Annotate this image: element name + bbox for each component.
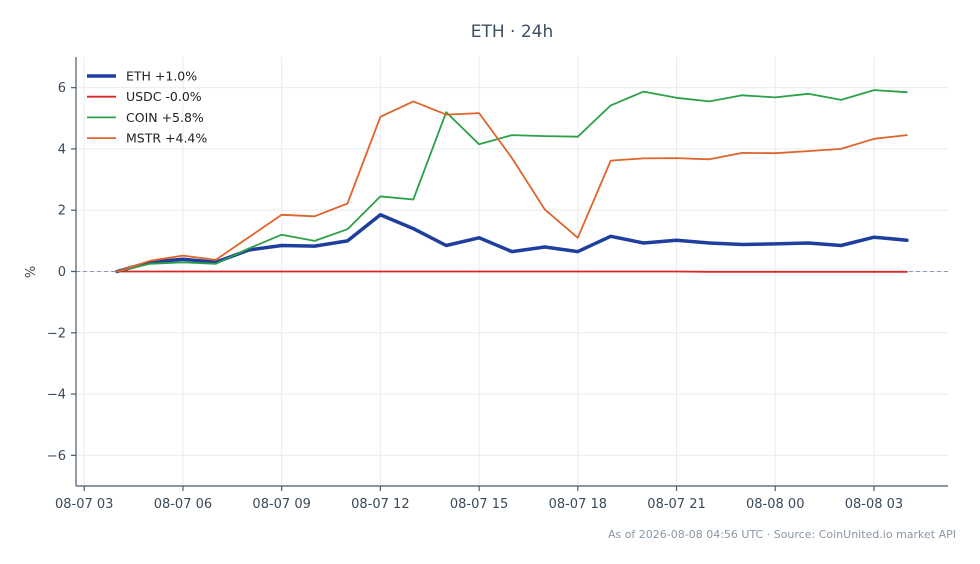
x-tick-label-1: 08-07 06 [154, 497, 212, 512]
x-tick-label-2: 08-07 09 [252, 497, 310, 512]
x-tick-label-7: 08-08 00 [746, 497, 804, 512]
x-tick-label-6: 08-07 21 [647, 497, 705, 512]
plot-area [115, 89, 909, 274]
chart-title: ETH · 24h [471, 22, 554, 42]
legend: ETH +1.0% USDC -0.0% COIN +5.8% MSTR +4.4% [87, 69, 207, 146]
source-footnote: As of 2026-08-08 04:56 UTC · Source: Coi… [608, 528, 956, 541]
y-tick-label-0: −6 [47, 449, 66, 464]
legend-label-3: MSTR +4.4% [126, 131, 207, 146]
x-tick-label-3: 08-07 12 [351, 497, 409, 512]
x-axis-ticks: 08-07 03 08-07 06 08-07 09 08-07 12 08-07 15… [55, 486, 903, 512]
series-line-0 [115, 213, 909, 274]
x-tick-label-0: 08-07 03 [55, 497, 113, 512]
x-tick-label-4: 08-07 15 [450, 497, 508, 512]
y-axis-ticks: −6 −4 −2 0 2 4 6 [47, 81, 76, 464]
y-tick-label-5: 4 [58, 142, 66, 157]
x-tick-label-8: 08-08 03 [845, 497, 903, 512]
y-tick-label-6: 6 [58, 81, 66, 96]
series-line-3 [116, 100, 908, 273]
legend-label-1: USDC -0.0% [126, 89, 202, 104]
y-tick-label-2: −2 [47, 326, 66, 341]
y-axis-label: % [24, 266, 39, 278]
legend-label-2: COIN +5.8% [126, 110, 204, 125]
y-tick-label-4: 2 [58, 204, 66, 219]
series-line-2 [116, 89, 908, 273]
legend-label-0: ETH +1.0% [126, 69, 197, 84]
x-tick-label-5: 08-07 18 [549, 497, 607, 512]
y-tick-label-1: −4 [47, 388, 66, 403]
y-tick-label-3: 0 [58, 265, 66, 280]
